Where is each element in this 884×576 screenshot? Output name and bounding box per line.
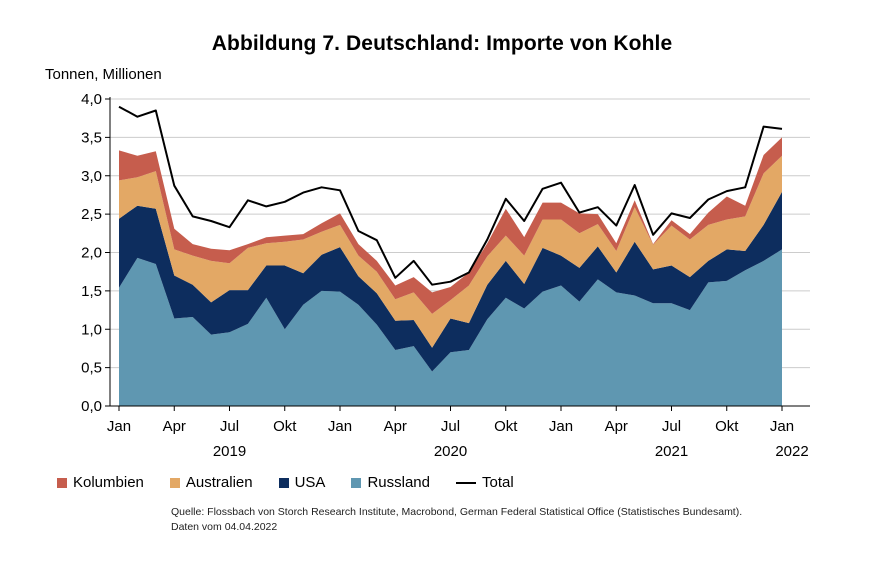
x-tick-label: Okt	[494, 418, 518, 435]
year-label: 2019	[213, 443, 246, 460]
legend-item-australien: Australien	[169, 474, 253, 491]
axes	[105, 97, 810, 411]
x-tick-label: Jul	[662, 418, 681, 435]
area-russland	[119, 249, 782, 406]
y-tick-label: 1,5	[81, 283, 102, 300]
source-line: Quelle: Flossbach von Storch Research In…	[171, 506, 743, 518]
x-tick-label: Jan	[770, 418, 794, 435]
y-tick-label: 1,0	[81, 321, 102, 338]
y-tick-label: 2,5	[81, 206, 102, 223]
line-total	[118, 105, 783, 286]
year-label: 2020	[434, 443, 467, 460]
legend: Kolumbien Australien USA Russland Total	[57, 474, 540, 491]
x-tick-label: Apr	[384, 418, 407, 435]
legend-item-usa: USA	[278, 474, 326, 491]
legend-item-total: Total	[455, 474, 514, 491]
y-tick-label: 4,0	[81, 91, 102, 108]
chart-plot: 0,0 0,5 1,0 1,5 2,0 2,5 3,0 3,5 4,0 Jan Apr Jul Okt J…	[81, 91, 810, 460]
legend-swatch-usa	[278, 477, 289, 488]
y-tick-label: 2,0	[81, 245, 102, 262]
x-tick-label: Jan	[328, 418, 352, 435]
area-usa	[119, 191, 782, 372]
total-line-layer	[118, 105, 783, 286]
legend-swatch-australien	[169, 477, 180, 488]
legend-item-kolumbien: Kolumbien	[57, 474, 144, 491]
legend-line-total	[455, 481, 476, 484]
tick-labels: 0,0 0,5 1,0 1,5 2,0 2,5 3,0 3,5 4,0 Jan Apr Jul Okt J…	[81, 91, 809, 460]
year-label: 2022	[775, 443, 808, 460]
legend-label-total: Total	[481, 474, 514, 491]
legend-item-russland: Russland	[351, 474, 430, 491]
legend-label-russland: Russland	[367, 474, 430, 491]
x-tick-label: Jul	[441, 418, 460, 435]
area-australien	[119, 155, 782, 348]
x-tick-label: Okt	[273, 418, 297, 435]
legend-swatch-kolumbien	[57, 477, 67, 488]
x-tick-label: Jan	[549, 418, 573, 435]
y-tick-label: 3,0	[81, 168, 102, 185]
x-tick-label: Okt	[715, 418, 739, 435]
y-tick-label: 3,5	[81, 129, 102, 146]
legend-swatch-russland	[351, 477, 362, 488]
year-label: 2021	[655, 443, 688, 460]
legend-label-australien: Australien	[185, 474, 253, 491]
x-tick-label: Apr	[163, 418, 186, 435]
y-tick-label: 0,0	[81, 398, 102, 415]
y-tick-label: 0,5	[81, 360, 102, 377]
data-date-line: Daten vom 04.04.2022	[171, 521, 278, 533]
legend-label-usa: USA	[294, 474, 326, 491]
y-axis-unit-label: Tonnen, Millionen	[45, 66, 162, 83]
source-note: Quelle: Flossbach von Storch Research In…	[171, 505, 742, 535]
stacked-areas	[119, 137, 782, 406]
legend-label-kolumbien: Kolumbien	[73, 474, 144, 491]
x-tick-label: Jan	[107, 418, 131, 435]
x-tick-label: Jul	[220, 418, 239, 435]
chart-title: Abbildung 7. Deutschland: Importe von Ko…	[211, 32, 673, 55]
x-tick-label: Apr	[605, 418, 628, 435]
